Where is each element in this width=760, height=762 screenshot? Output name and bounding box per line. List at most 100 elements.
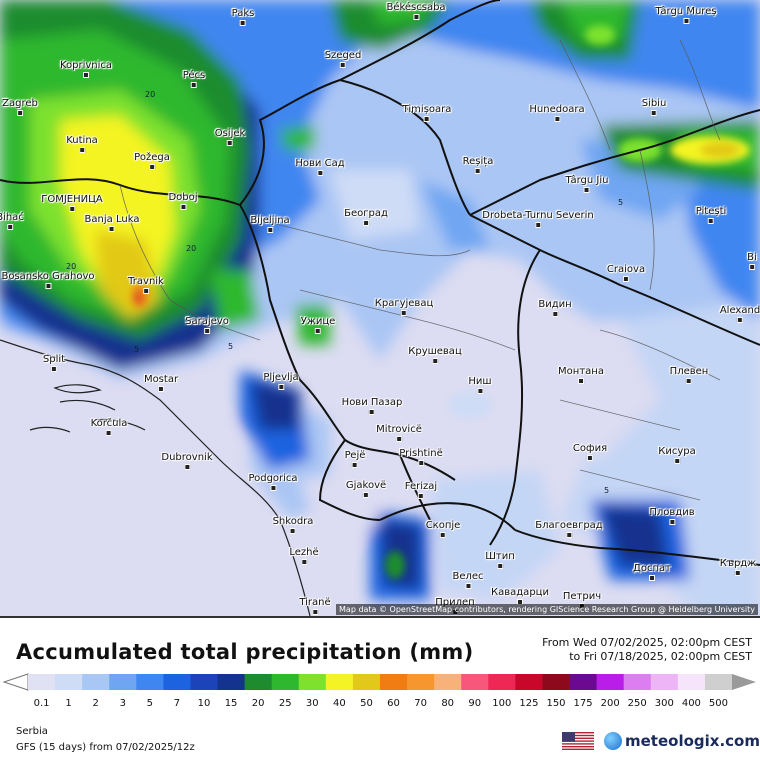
scale-tick-label: 300 — [654, 698, 674, 709]
city-name: Szeged — [324, 50, 362, 61]
city-marker-icon — [289, 528, 296, 534]
scale-tick-label: 3 — [119, 698, 126, 709]
city-label: Târgu Jiu — [566, 175, 608, 193]
scale-bin — [623, 674, 652, 690]
scale-tick-label: 250 — [627, 698, 647, 709]
city-name: Mostar — [143, 374, 179, 385]
city-name: Pejë — [344, 450, 366, 461]
city-name: Видин — [538, 299, 572, 310]
scale-bin — [325, 674, 354, 690]
scale-tick-label: 10 — [197, 698, 211, 709]
city-name: Hunedoara — [529, 104, 585, 115]
city-name: Bi — [747, 252, 757, 263]
brand-name: meteologix.com — [625, 732, 760, 750]
city-marker-icon — [315, 328, 321, 334]
city-label: Bihać — [0, 212, 24, 230]
city-marker-icon — [465, 583, 471, 589]
city-marker-icon — [363, 220, 369, 226]
city-name: Pitești — [695, 206, 727, 217]
scale-bin — [55, 674, 83, 690]
city-name: Монтана — [558, 366, 604, 377]
city-label: Hunedoara — [529, 104, 585, 122]
city-marker-icon — [497, 563, 503, 569]
city-marker-icon — [735, 570, 741, 576]
city-label: Koprivnica — [60, 60, 112, 78]
scale-tick-label: 90 — [468, 698, 482, 709]
city-name: Bijeljina — [250, 215, 290, 226]
city-marker-icon — [586, 455, 593, 461]
city-marker-icon — [413, 14, 419, 20]
city-name: Кавадарци — [491, 587, 549, 598]
contour-label: 20 — [66, 262, 77, 271]
city-label: Osijek — [215, 128, 245, 146]
city-label: Sibiu — [642, 98, 666, 116]
city-marker-icon — [339, 62, 346, 68]
city-marker-icon — [584, 187, 590, 193]
scale-bin — [352, 674, 381, 690]
map-canvas — [0, 0, 760, 616]
city-name: Прилеп — [435, 597, 475, 608]
city-name: Кърдж — [719, 558, 757, 569]
city-marker-icon — [578, 378, 584, 384]
city-name: Reșița — [462, 156, 494, 167]
city-marker-icon — [351, 462, 358, 468]
city-label: Доспат — [633, 563, 671, 581]
city-marker-icon — [474, 168, 481, 174]
city-marker-icon — [736, 317, 743, 323]
city-label: Korčula — [91, 418, 127, 436]
us-flag-icon[interactable] — [562, 732, 594, 750]
city-marker-icon — [476, 388, 483, 394]
city-label: Pécs — [182, 70, 206, 88]
city-label: Ferizaj — [405, 481, 437, 499]
scale-tick-label: 7 — [173, 698, 181, 709]
city-name: Craiova — [606, 264, 646, 275]
scale-tick-label: 5 — [146, 698, 154, 709]
city-marker-icon — [565, 532, 572, 538]
scale-bin — [298, 674, 327, 690]
city-name: Shkodra — [272, 516, 314, 527]
map-attribution: Map data © OpenStreetMap contributors, r… — [336, 604, 758, 615]
precipitation-map[interactable]: Paks Békéscsaba Târgu Mureș Koprivnica Pécs S… — [0, 0, 760, 616]
city-name: Travnik — [128, 276, 164, 287]
scale-bin — [163, 674, 191, 690]
city-label: Travnik — [128, 276, 164, 294]
city-marker-icon — [651, 110, 657, 116]
city-label: София — [573, 443, 607, 461]
city-label: Podgorica — [248, 473, 298, 491]
city-marker-icon — [552, 311, 558, 317]
scale-tick-label: 400 — [681, 698, 701, 709]
scale-tick-label: 25 — [278, 698, 292, 709]
contour-label: 5 — [228, 342, 234, 351]
city-name: Доспат — [633, 563, 671, 574]
city-name: Нови Сад — [295, 158, 345, 169]
city-label: Благоевград — [535, 520, 603, 538]
city-marker-icon — [44, 283, 51, 289]
city-label: Gjakovë — [346, 480, 386, 498]
city-label: Кисура — [658, 446, 696, 464]
brand-link[interactable]: meteologix.com — [604, 732, 760, 750]
city-marker-icon — [418, 493, 424, 499]
city-name: Кисура — [658, 446, 696, 457]
city-marker-icon — [82, 72, 89, 78]
city-name: Ниш — [468, 376, 492, 387]
city-name: Пловдив — [649, 507, 695, 518]
scale-tick-label: 30 — [305, 698, 319, 709]
scale-tick-label: 2 — [92, 698, 99, 709]
scale-bin — [434, 674, 462, 690]
period-from: From Wed 07/02/2025, 02:00pm CEST — [542, 636, 752, 649]
city-label: Split — [43, 354, 65, 372]
city-label: Pejë — [344, 450, 366, 468]
city-name: Pécs — [182, 70, 206, 81]
city-label: Prishtinë — [399, 448, 443, 466]
scale-tick-label: 70 — [414, 698, 427, 709]
scale-bin — [704, 674, 733, 690]
city-name: Плевен — [669, 366, 709, 377]
scale-bin — [677, 674, 706, 690]
city-name: Zagreb — [2, 98, 38, 109]
scale-tick-label: 125 — [519, 698, 539, 709]
scale-left-arrow — [2, 673, 29, 691]
city-marker-icon — [148, 164, 155, 170]
city-label: Видин — [538, 299, 572, 317]
city-label: Bosansko Grahovo — [1, 271, 95, 289]
city-marker-icon — [180, 204, 186, 210]
